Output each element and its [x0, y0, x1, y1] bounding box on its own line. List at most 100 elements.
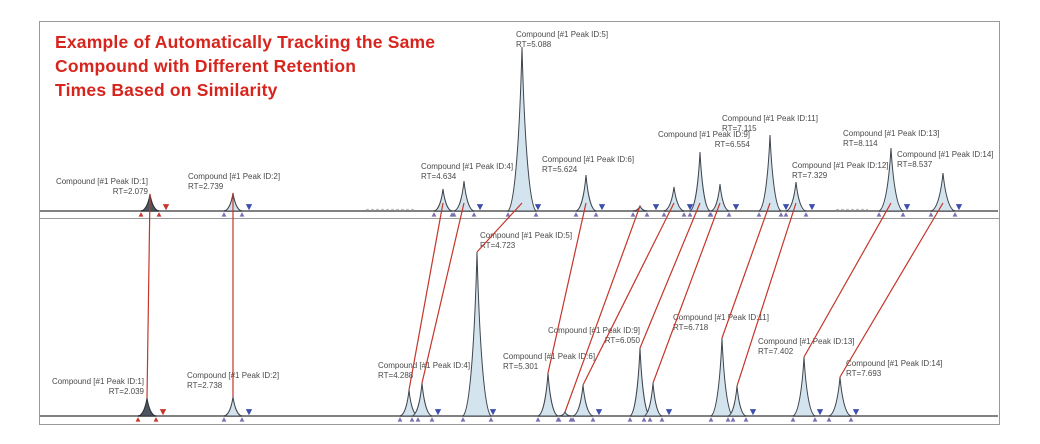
bottom-panel — [39, 218, 1000, 425]
peak-start-marker — [451, 212, 457, 217]
peak-bottom-u9 — [643, 382, 663, 417]
peak-end-marker — [590, 417, 596, 422]
rt-label-top-6: RT=5.624 — [542, 165, 578, 174]
compound-label-bottom-1: Compound [#1 Peak ID:1] — [52, 377, 144, 386]
compound-label-top-14: Compound [#1 Peak ID:14] — [897, 150, 994, 159]
peak-bottom-2 — [223, 396, 243, 417]
compound-label-bottom-14: Compound [#1 Peak ID:14] — [846, 359, 943, 368]
match-line-4 — [421, 202, 465, 384]
peak-start-marker — [431, 212, 437, 217]
peak-tail-marker — [476, 204, 484, 211]
peak-tail-marker — [652, 204, 660, 211]
peak-end-marker — [778, 212, 784, 217]
peak-tail-marker — [903, 204, 911, 211]
match-line-11 — [721, 202, 771, 339]
match-line-13 — [803, 202, 892, 358]
peak-bottom-4 — [411, 382, 433, 417]
peak-top-6 — [575, 174, 597, 212]
peak-tail-marker — [245, 204, 253, 211]
rt-label-bottom-1: RT=2.039 — [109, 387, 145, 396]
peak-start-marker — [535, 417, 541, 422]
rt-label-bottom-11: RT=6.718 — [673, 323, 709, 332]
rt-label-top-12: RT=7.329 — [792, 171, 828, 180]
peak-start-marker — [708, 417, 714, 422]
peak-end-marker — [156, 212, 162, 217]
peak-tail-marker — [245, 409, 253, 416]
rt-label-top-1: RT=2.079 — [113, 187, 149, 196]
peak-start-marker — [783, 212, 789, 217]
peak-top-14 — [930, 172, 956, 212]
rt-label-top-2: RT=2.739 — [188, 182, 224, 191]
rt-label-top-11: RT=7.115 — [722, 124, 757, 133]
peak-bottom-u7 — [572, 384, 594, 417]
peak-end-marker — [743, 417, 749, 422]
compound-label-bottom-5: Compound [#1 Peak ID:5] — [480, 231, 572, 240]
peak-start-marker — [138, 212, 144, 217]
peak-start-marker — [826, 417, 832, 422]
peak-tail-marker — [665, 409, 673, 416]
peak-start-marker — [641, 417, 647, 422]
peak-top-5 — [506, 46, 538, 212]
rt-label-bottom-6: RT=5.301 — [503, 362, 539, 371]
peak-end-marker — [429, 417, 435, 422]
match-line-u2 — [408, 202, 444, 391]
peak-end-marker — [681, 212, 687, 217]
rt-label-bottom-9: RT=6.050 — [605, 336, 641, 345]
peak-top-12 — [785, 181, 807, 212]
rt-label-bottom-13: RT=7.402 — [758, 347, 794, 356]
peak-end-marker — [952, 212, 958, 217]
peak-end-marker — [239, 417, 245, 422]
peak-start-marker — [790, 417, 796, 422]
peak-tail-marker — [686, 204, 694, 211]
peak-end-marker — [239, 212, 245, 217]
peak-start-marker — [556, 417, 562, 422]
compound-label-top-4: Compound [#1 Peak ID:4] — [421, 162, 513, 171]
match-line-1 — [146, 193, 151, 399]
peak-tail-marker — [159, 409, 167, 416]
compound-label-bottom-6: Compound [#1 Peak ID:6] — [503, 352, 595, 361]
compound-label-top-1: Compound [#1 Peak ID:1] — [56, 177, 148, 186]
rt-label-top-4: RT=4.634 — [421, 172, 457, 181]
rt-label-top-9: RT=6.554 — [715, 140, 751, 149]
peak-start-marker — [221, 212, 227, 217]
match-line-6 — [547, 202, 587, 374]
compound-label-bottom-13: Compound [#1 Peak ID:13] — [758, 337, 855, 346]
peak-end-marker — [848, 417, 854, 422]
peak-start-marker — [725, 417, 731, 422]
peak-end-marker — [533, 212, 539, 217]
peak-bottom-11 — [710, 337, 734, 417]
peak-tail-marker — [749, 409, 757, 416]
peak-start-marker — [687, 212, 693, 217]
peak-start-marker — [409, 417, 415, 422]
peak-tail-marker — [434, 409, 442, 416]
peak-bottom-6 — [537, 372, 559, 417]
peak-start-marker — [135, 417, 141, 422]
rt-label-bottom-14: RT=7.693 — [846, 369, 882, 378]
peak-end-marker — [900, 212, 906, 217]
peak-tail-marker — [808, 204, 816, 211]
peak-top-13 — [878, 147, 904, 212]
peak-tail-marker — [162, 204, 170, 211]
peak-end-marker — [659, 417, 665, 422]
peak-tail-marker — [816, 409, 824, 416]
match-line-u7 — [582, 202, 675, 386]
figure-title: Example of Automatically Tracking the Sa… — [55, 30, 435, 102]
title-line: Compound with Different Retention — [55, 56, 357, 76]
peak-bottom-u11 — [727, 385, 747, 417]
peak-tail-marker — [534, 204, 542, 211]
match-line-u9 — [652, 202, 721, 384]
compound-label-top-11: Compound [#1 Peak ID:11] — [722, 114, 818, 123]
peak-start-marker — [573, 212, 579, 217]
peak-end-marker — [803, 212, 809, 217]
peak-top-11 — [758, 134, 782, 212]
peak-start-marker — [876, 212, 882, 217]
compound-label-top-2: Compound [#1 Peak ID:2] — [188, 172, 280, 181]
peak-end-marker — [644, 212, 650, 217]
peak-bottom-13 — [792, 356, 816, 417]
peak-start-marker — [570, 417, 576, 422]
peak-end-marker — [593, 212, 599, 217]
peak-end-marker — [726, 212, 732, 217]
peak-bottom-14 — [828, 376, 852, 417]
